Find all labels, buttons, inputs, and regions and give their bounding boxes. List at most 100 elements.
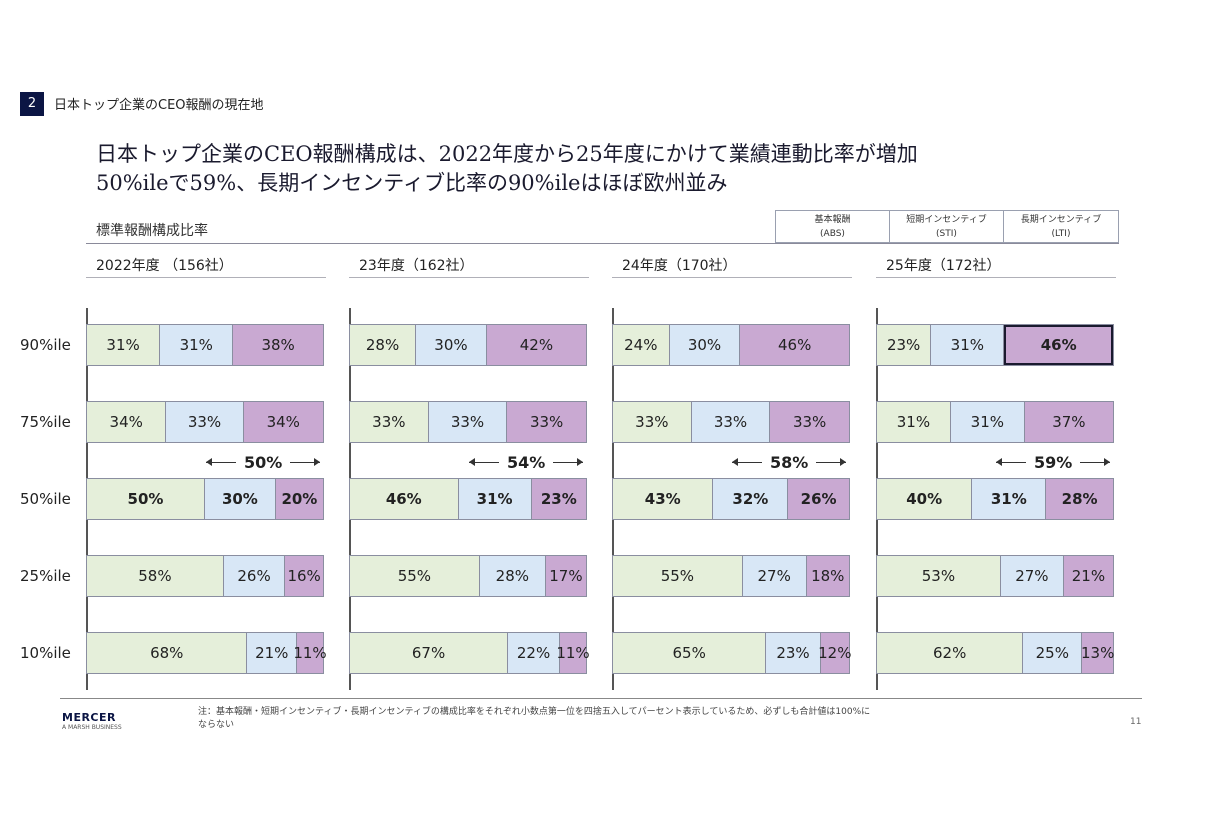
stacked-bar: 33% 33% 33% (349, 401, 587, 443)
bar-segment-abs: 55% (350, 556, 480, 596)
bar-segment-abs: 40% (877, 479, 973, 519)
bar-segment-abs: 50% (87, 479, 205, 519)
bar-segment-lti: 11% (556, 633, 590, 673)
bar-segment-sti: 28% (479, 556, 546, 596)
headline-line-1: 日本トップ企業のCEO報酬構成は、2022年度から25年度にかけて業績連動比率が… (96, 142, 918, 166)
bar-segment-lti: 13% (1081, 633, 1114, 673)
section-number-badge: 2 (20, 92, 44, 116)
bar-segment-lti: 33% (770, 402, 849, 442)
legend-lti-name: 長期インセンティブ (1020, 215, 1102, 225)
legend-sti-name: 短期インセンティブ (906, 215, 987, 225)
bar-segment-sti: 23% (766, 633, 821, 673)
bar-segment-sti: 31% (458, 479, 532, 519)
bar-segment-lti: 26% (788, 479, 849, 519)
stacked-bar: 43% 32% 26% (612, 478, 850, 520)
left-arrow-icon (732, 458, 762, 466)
bar-segment-lti: 16% (285, 556, 323, 596)
stacked-bar: 68% 21% 11% (86, 632, 327, 674)
footer-divider (60, 698, 1142, 699)
bar-segment-sti: 31% (160, 325, 234, 365)
bar-segment-abs: 33% (613, 402, 692, 442)
right-arrow-icon (553, 458, 584, 466)
stacked-bar: 24% 30% 46% (612, 324, 850, 366)
bar-segment-lti: 46% (1004, 325, 1113, 365)
bar-segment-lti: 37% (1024, 402, 1113, 442)
bar-segment-lti: 21% (1063, 556, 1113, 596)
panel-title-divider (86, 277, 326, 278)
row-label: 50%ile (20, 490, 71, 508)
stacked-bar: 31% 31% 37% (876, 401, 1114, 443)
bar-segment-sti: 30% (669, 325, 741, 365)
stacked-bar: 62% 25% 13% (876, 632, 1114, 674)
panel-title-divider (349, 277, 589, 278)
bar-segment-lti: 12% (818, 633, 851, 673)
bar-segment-abs: 62% (877, 633, 1024, 673)
panel-title-divider (876, 277, 1116, 278)
panel-title-divider (612, 277, 852, 278)
bar-segment-lti: 23% (531, 479, 586, 519)
bar-segment-abs: 46% (350, 479, 459, 519)
bar-segment-lti: 42% (486, 325, 586, 365)
stacked-bar: 65% 23% 12% (612, 632, 851, 674)
bar-segment-sti: 32% (713, 479, 789, 519)
bar-segment-sti: 27% (1000, 556, 1064, 596)
row-label: 10%ile (20, 644, 71, 662)
bar-segment-lti: 28% (1046, 479, 1113, 519)
bar-segment-sti: 31% (972, 479, 1047, 519)
section-title: 日本トップ企業のCEO報酬の現在地 (54, 98, 264, 113)
bar-segment-sti: 21% (247, 633, 298, 673)
variable-ratio-value: 50% (244, 453, 283, 472)
variable-ratio-value: 58% (770, 453, 809, 472)
legend-abs-name: 基本報酬 (814, 215, 851, 225)
stacked-bar: 23% 31% 46% (876, 324, 1114, 366)
bar-segment-sti: 33% (691, 402, 771, 442)
legend-lti: 長期インセンティブ (LTI) (1003, 210, 1119, 243)
stacked-bar: 28% 30% 42% (349, 324, 587, 366)
legend-sti: 短期インセンティブ (STI) (889, 210, 1004, 243)
left-arrow-icon (469, 458, 499, 466)
variable-ratio-indicator: 54% (469, 453, 584, 472)
variable-ratio-value: 54% (507, 453, 546, 472)
headline-line-2: 50%ileで59%、長期インセンティブ比率の90%ileはほぼ欧州並み (96, 171, 728, 195)
bar-segment-sti: 27% (742, 556, 807, 596)
footnote-line-1: 注：基本報酬・短期インセンティブ・長期インセンティブの構成比率をそれぞれ小数点第… (198, 707, 871, 717)
footnote-line-2: ならない (198, 720, 235, 730)
row-label: 75%ile (20, 413, 71, 431)
bar-segment-lti: 17% (545, 556, 586, 596)
panel-title: 23年度（162社） (359, 258, 474, 274)
bar-segment-sti: 30% (416, 325, 487, 365)
right-arrow-icon (290, 458, 321, 466)
variable-ratio-indicator: 59% (996, 453, 1111, 472)
left-arrow-icon (206, 458, 236, 466)
bar-segment-sti: 30% (205, 479, 276, 519)
bar-segment-lti: 18% (806, 556, 849, 596)
panel-title: 24年度（170社） (622, 258, 737, 274)
legend-lti-code: (LTI) (1051, 229, 1071, 239)
bar-segment-sti: 22% (508, 633, 561, 673)
row-label: 90%ile (20, 336, 71, 354)
variable-ratio-value: 59% (1034, 453, 1073, 472)
bar-segment-abs: 53% (877, 556, 1001, 596)
headline: 日本トップ企業のCEO報酬構成は、2022年度から25年度にかけて業績連動比率が… (96, 140, 918, 198)
brand-subtitle: A MARSH BUSINESS (62, 724, 122, 731)
bar-segment-abs: 34% (87, 402, 167, 442)
brand-logo: MERCER (62, 711, 116, 724)
bar-segment-abs: 31% (877, 402, 951, 442)
bar-segment-lti: 11% (293, 633, 327, 673)
stacked-bar: 34% 33% 34% (86, 401, 324, 443)
legend-abs-code: (ABS) (820, 229, 845, 239)
legend-sti-code: (STI) (936, 229, 957, 239)
left-arrow-icon (996, 458, 1026, 466)
right-arrow-icon (1080, 458, 1111, 466)
bar-segment-abs: 28% (350, 325, 417, 365)
stacked-bar: 31% 31% 38% (86, 324, 324, 366)
stacked-bar: 58% 26% 16% (86, 555, 324, 597)
bar-segment-lti: 34% (243, 402, 323, 442)
bar-segment-lti: 20% (275, 479, 323, 519)
page-number: 11 (1130, 717, 1142, 727)
stacked-bar: 55% 28% 17% (349, 555, 587, 597)
stacked-bar: 53% 27% 21% (876, 555, 1114, 597)
chart-subtitle: 標準報酬構成比率 (96, 223, 208, 239)
bar-segment-lti: 33% (507, 402, 586, 442)
bar-segment-abs: 43% (613, 479, 714, 519)
